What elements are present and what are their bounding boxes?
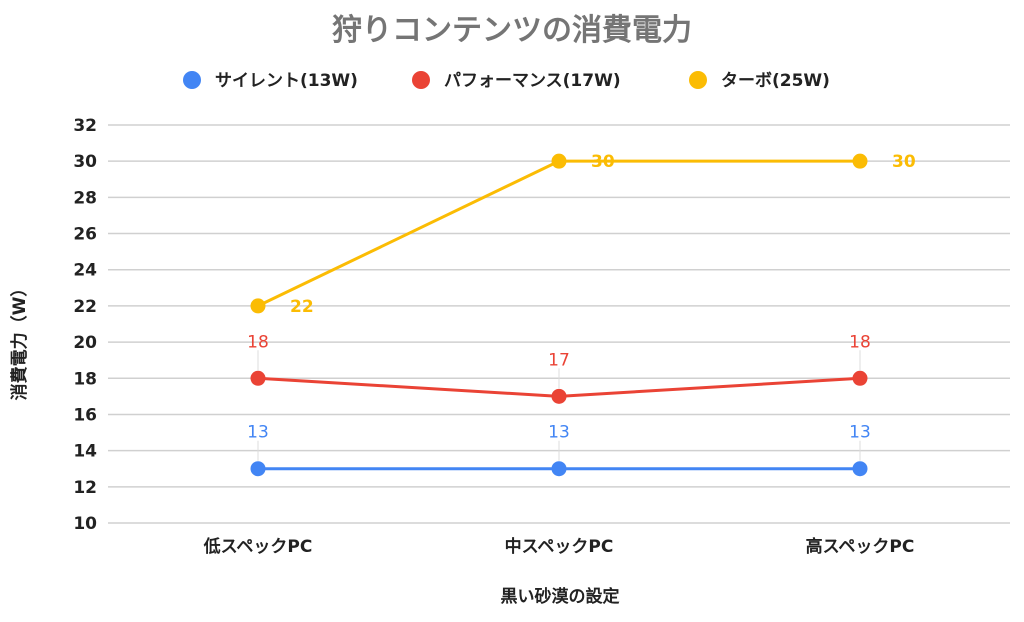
data-label: 13: [548, 423, 570, 443]
data-point: [852, 370, 868, 386]
y-tick-label: 20: [73, 333, 97, 353]
data-point: [250, 370, 266, 386]
legend: サイレント(13W) パフォーマンス(17W) ターボ(25W): [183, 71, 830, 91]
series-group: 13 13 13 18 17 18 22 30 30: [247, 152, 916, 477]
y-tick-label: 24: [73, 261, 97, 281]
data-point: [250, 298, 266, 314]
y-tick-label: 22: [73, 297, 97, 317]
y-axis-label: 消費電力（W）: [9, 280, 30, 401]
data-label: 17: [548, 350, 570, 370]
legend-marker: [689, 71, 707, 89]
data-label: 13: [247, 423, 269, 443]
y-tick-label: 16: [73, 405, 97, 425]
series-ターボ(25W): 22 30 30: [250, 152, 916, 317]
x-axis-ticks: 低スペックPC 中スペックPC 高スペックPC: [203, 536, 915, 557]
legend-label: サイレント(13W): [215, 71, 358, 91]
data-point: [551, 461, 567, 477]
series-サイレント(13W): 13 13 13: [247, 423, 871, 477]
y-tick-label: 32: [73, 116, 97, 136]
data-label: 22: [290, 297, 314, 317]
data-point: [250, 461, 266, 477]
legend-marker: [412, 71, 430, 89]
legend-marker: [183, 71, 201, 89]
data-point: [852, 461, 868, 477]
data-point: [852, 153, 868, 169]
x-axis-label: 黒い砂漠の設定: [501, 586, 620, 607]
data-label: 30: [892, 152, 916, 172]
series-パフォーマンス(17W): 18 17 18: [247, 332, 871, 404]
x-tick-label: 低スペックPC: [203, 536, 313, 557]
x-tick-label: 高スペックPC: [806, 536, 915, 557]
y-tick-label: 18: [73, 369, 97, 389]
legend-label: パフォーマンス(17W): [444, 71, 621, 91]
data-label: 30: [591, 152, 615, 172]
y-axis-ticks: 10 12 14 16 18 20 22 24 26 28 30 32: [73, 116, 97, 534]
y-tick-label: 26: [73, 225, 97, 245]
data-label: 18: [849, 332, 871, 352]
data-label: 18: [247, 332, 269, 352]
y-tick-label: 14: [73, 442, 97, 462]
data-label: 13: [849, 423, 871, 443]
y-tick-label: 28: [73, 188, 97, 208]
data-point: [551, 388, 567, 404]
x-tick-label: 中スペックPC: [505, 536, 614, 557]
y-tick-label: 30: [73, 152, 97, 172]
data-point: [551, 153, 567, 169]
y-tick-label: 10: [73, 514, 97, 534]
chart-title: 狩りコンテンツの消費電力: [332, 13, 692, 48]
y-tick-label: 12: [73, 478, 97, 498]
legend-label: ターボ(25W): [721, 71, 830, 91]
